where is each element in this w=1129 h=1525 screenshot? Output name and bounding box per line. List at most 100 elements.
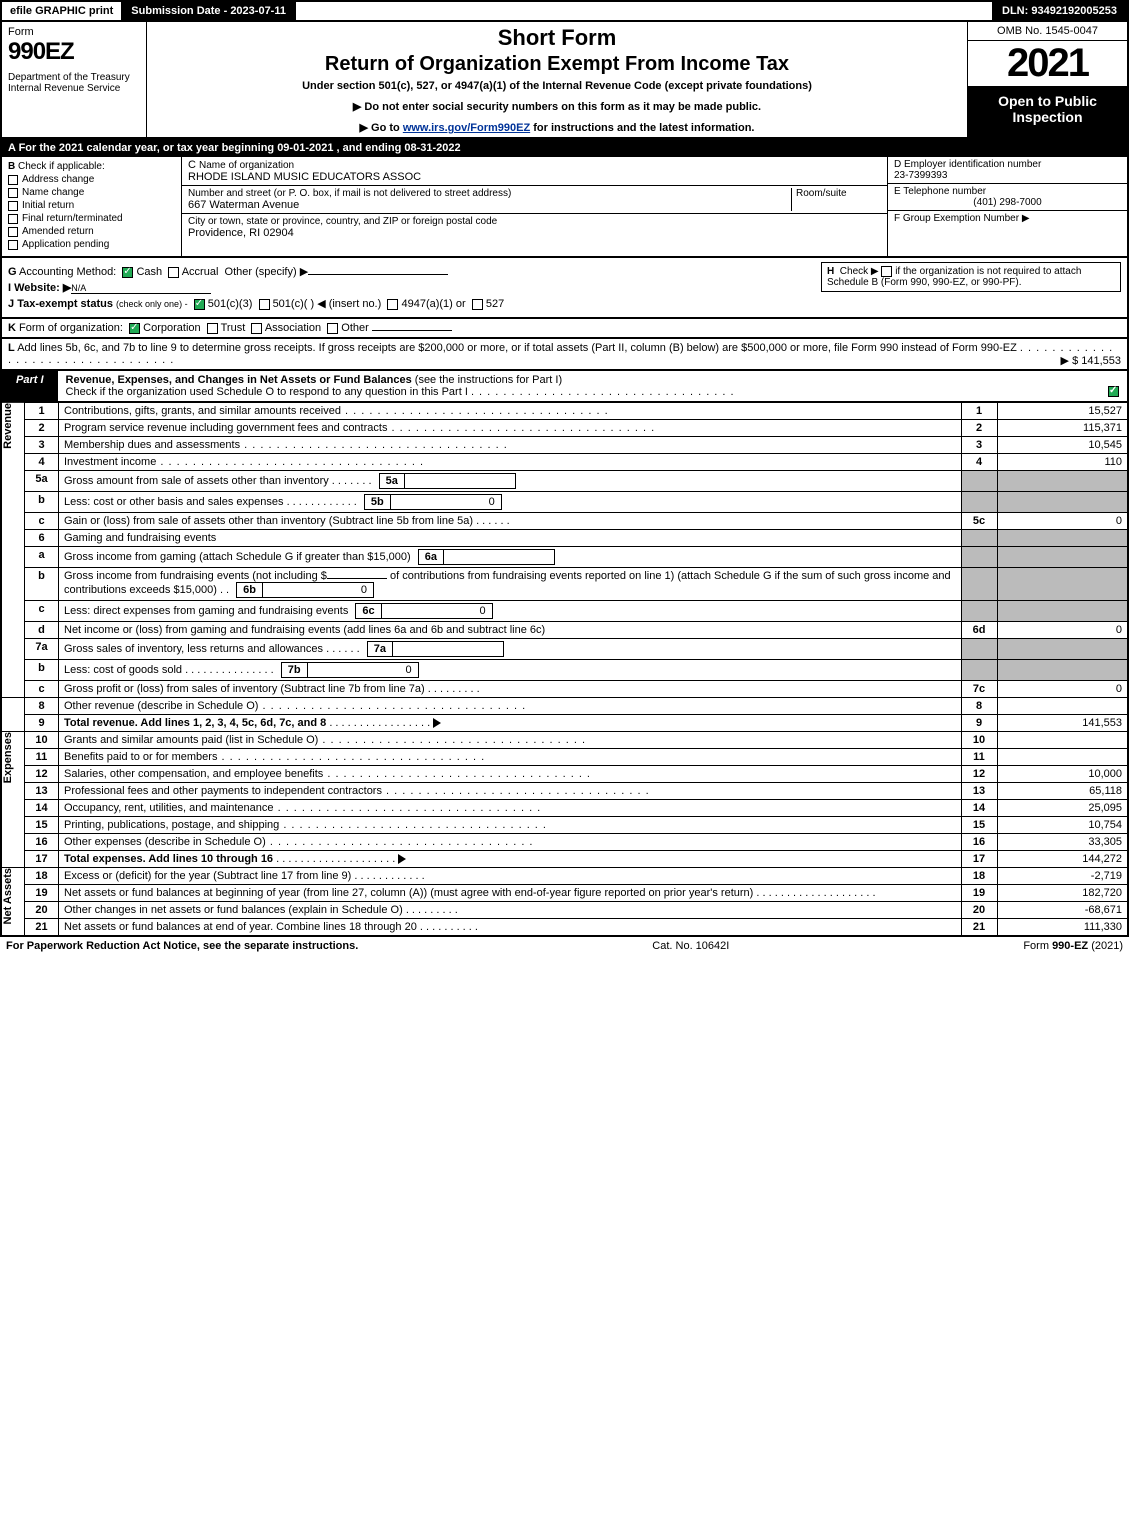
amount: -2,719 xyxy=(997,868,1127,885)
desc-text: Grants and similar amounts paid (list in… xyxy=(64,734,318,746)
amount xyxy=(997,698,1127,715)
checkbox-icon[interactable] xyxy=(251,323,262,334)
inner-box: 5b0 xyxy=(364,494,502,510)
line-no: 4 xyxy=(25,454,59,471)
line-desc: Other changes in net assets or fund bala… xyxy=(59,902,962,919)
box-shade xyxy=(961,660,997,681)
line-no: 11 xyxy=(25,749,59,766)
desc-text: Other changes in net assets or fund bala… xyxy=(64,904,403,916)
chk-final[interactable]: Final return/terminated xyxy=(8,213,175,224)
section-b: B Check if applicable: Address change Na… xyxy=(2,157,182,256)
checkbox-icon[interactable] xyxy=(472,299,483,310)
ein: 23-7399393 xyxy=(894,170,1121,181)
line-no: 13 xyxy=(25,783,59,800)
line-desc: Salaries, other compensation, and employ… xyxy=(59,766,962,783)
irs-link[interactable]: www.irs.gov/Form990EZ xyxy=(403,122,530,134)
checkbox-icon[interactable] xyxy=(259,299,270,310)
l-amount: ▶ $ 141,553 xyxy=(1061,354,1121,367)
amount-shade xyxy=(997,660,1127,681)
box-no: 19 xyxy=(961,885,997,902)
amount: 115,371 xyxy=(997,420,1127,437)
checkbox-icon xyxy=(8,188,18,198)
desc-text: Gross income from gaming (attach Schedul… xyxy=(64,551,411,563)
chk-amended[interactable]: Amended return xyxy=(8,226,175,237)
opt-initial: Initial return xyxy=(22,200,74,211)
inner-val: 0 xyxy=(382,604,492,618)
checkbox-icon[interactable] xyxy=(207,323,218,334)
desc-text: Salaries, other compensation, and employ… xyxy=(64,768,323,780)
amount: 10,754 xyxy=(997,817,1127,834)
footer-right-c: (2021) xyxy=(1088,940,1123,952)
inner-box: 5a xyxy=(379,473,516,489)
checkbox-icon[interactable] xyxy=(327,323,338,334)
header-right: OMB No. 1545-0047 2021 Open to Public In… xyxy=(967,22,1127,137)
desc-text: Other revenue (describe in Schedule O) xyxy=(64,700,258,712)
org-name-row: C Name of organization RHODE ISLAND MUSI… xyxy=(182,157,887,186)
line-no: a xyxy=(25,547,59,568)
amount-shade xyxy=(997,639,1127,660)
box-no: 2 xyxy=(961,420,997,437)
triangle-icon xyxy=(433,718,441,728)
line-desc: Gross income from fundraising events (no… xyxy=(59,568,962,601)
line-desc: Contributions, gifts, grants, and simila… xyxy=(59,403,962,420)
line-desc: Membership dues and assessments xyxy=(59,437,962,454)
opt-name: Name change xyxy=(22,187,84,198)
inner-no: 6b xyxy=(237,583,263,597)
chk-name[interactable]: Name change xyxy=(8,187,175,198)
line-desc: Gross sales of inventory, less returns a… xyxy=(59,639,962,660)
line-no: 8 xyxy=(25,698,59,715)
tax-year: 2021 xyxy=(968,41,1127,87)
desc-text: Program service revenue including govern… xyxy=(64,422,387,434)
line-no: 21 xyxy=(25,919,59,936)
line-no: 6 xyxy=(25,530,59,547)
line-desc: Investment income xyxy=(59,454,962,471)
k-text: Form of organization: xyxy=(19,322,123,334)
h-box: H Check ▶ if the organization is not req… xyxy=(821,262,1121,292)
section-ghij: H Check ▶ if the organization is not req… xyxy=(0,258,1129,319)
amount xyxy=(997,749,1127,766)
g-text: Accounting Method: xyxy=(19,266,116,278)
box-no: 11 xyxy=(961,749,997,766)
k-corp: Corporation xyxy=(143,322,200,334)
checkbox-checked-icon[interactable] xyxy=(129,323,140,334)
line-desc: Benefits paid to or for members xyxy=(59,749,962,766)
dots xyxy=(387,422,655,434)
short-form-title: Short Form xyxy=(153,25,961,51)
amount: 0 xyxy=(997,513,1127,530)
amount: 33,305 xyxy=(997,834,1127,851)
j-lbl: J xyxy=(8,298,14,310)
line-no: c xyxy=(25,601,59,622)
checkbox-checked-icon[interactable] xyxy=(1108,386,1119,397)
checkbox-icon[interactable] xyxy=(881,266,892,277)
instruction-2: ▶ Go to www.irs.gov/Form990EZ for instru… xyxy=(153,121,961,134)
line-desc: Net assets or fund balances at beginning… xyxy=(59,885,962,902)
checkbox-icon xyxy=(8,214,18,224)
other-line xyxy=(372,330,452,331)
checkbox-icon[interactable] xyxy=(168,267,179,278)
line-desc: Occupancy, rent, utilities, and maintena… xyxy=(59,800,962,817)
line-no: 16 xyxy=(25,834,59,851)
footer-right-b: 990-EZ xyxy=(1052,940,1088,952)
amount: 10,545 xyxy=(997,437,1127,454)
line-no: 2 xyxy=(25,420,59,437)
chk-address[interactable]: Address change xyxy=(8,174,175,185)
row-a: A For the 2021 calendar year, or tax yea… xyxy=(0,139,1129,157)
l-lbl: L xyxy=(8,342,15,354)
box-no: 15 xyxy=(961,817,997,834)
d-lbl: D Employer identification number xyxy=(894,159,1121,170)
checkbox-icon[interactable] xyxy=(387,299,398,310)
b-label: B xyxy=(8,161,15,172)
checkbox-checked-icon[interactable] xyxy=(122,267,133,278)
efile-label[interactable]: efile GRAPHIC print xyxy=(2,2,123,20)
amount-shade xyxy=(997,601,1127,622)
desc-text: Membership dues and assessments xyxy=(64,439,240,451)
blank-line xyxy=(327,578,387,579)
l-row: L Add lines 5b, 6c, and 7b to line 9 to … xyxy=(0,339,1129,371)
chk-initial[interactable]: Initial return xyxy=(8,200,175,211)
under-section: Under section 501(c), 527, or 4947(a)(1)… xyxy=(153,80,961,92)
dots xyxy=(323,768,591,780)
chk-pending[interactable]: Application pending xyxy=(8,239,175,250)
box-shade xyxy=(961,492,997,513)
amount: 25,095 xyxy=(997,800,1127,817)
checkbox-checked-icon[interactable] xyxy=(194,299,205,310)
